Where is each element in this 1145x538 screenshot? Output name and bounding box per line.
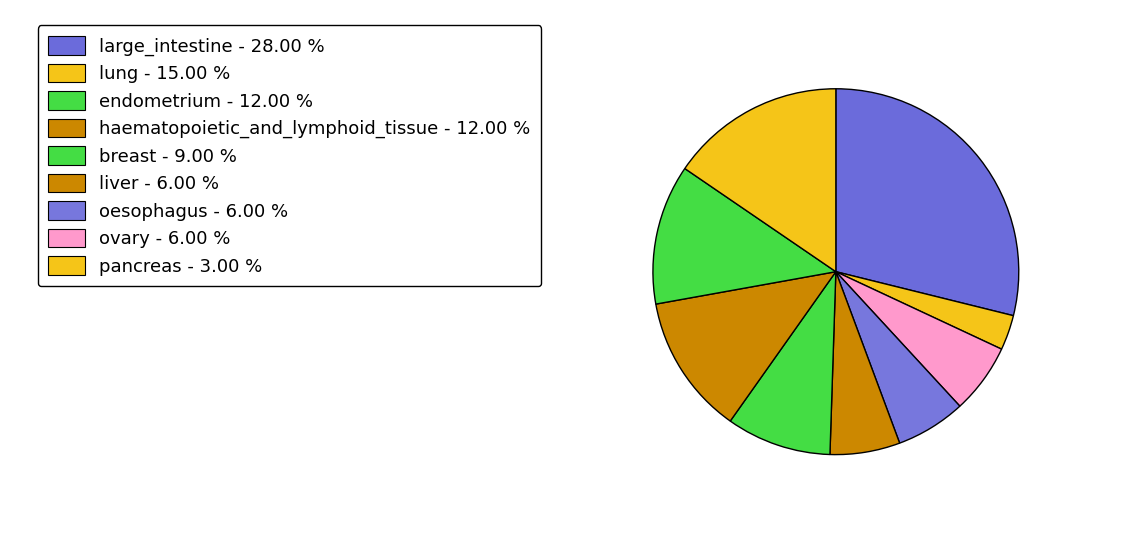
- Wedge shape: [836, 89, 1019, 316]
- Wedge shape: [653, 168, 836, 304]
- Wedge shape: [656, 272, 836, 421]
- Wedge shape: [731, 272, 836, 455]
- Wedge shape: [836, 272, 960, 443]
- Wedge shape: [836, 272, 1013, 349]
- Wedge shape: [685, 89, 836, 272]
- Legend: large_intestine - 28.00 %, lung - 15.00 %, endometrium - 12.00 %, haematopoietic: large_intestine - 28.00 %, lung - 15.00 …: [38, 25, 542, 287]
- Wedge shape: [830, 272, 900, 455]
- Wedge shape: [836, 272, 1002, 406]
